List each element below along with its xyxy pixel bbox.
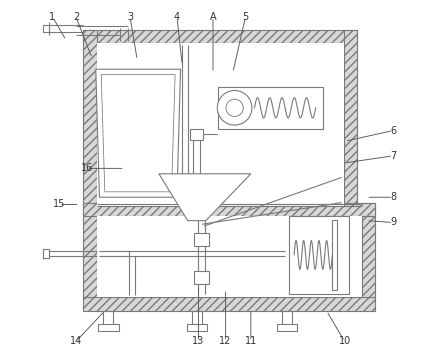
Text: 10: 10 <box>338 336 351 346</box>
Polygon shape <box>83 203 375 216</box>
Circle shape <box>217 90 252 125</box>
Text: 5: 5 <box>242 12 249 22</box>
Polygon shape <box>194 233 209 245</box>
Polygon shape <box>333 220 337 290</box>
Text: 4: 4 <box>174 12 180 22</box>
Text: A: A <box>210 12 216 22</box>
Text: 13: 13 <box>192 336 205 346</box>
Text: 3: 3 <box>127 12 133 22</box>
Text: 8: 8 <box>390 192 396 202</box>
Polygon shape <box>98 324 119 331</box>
Polygon shape <box>83 203 97 297</box>
Polygon shape <box>190 129 203 139</box>
Polygon shape <box>344 30 357 206</box>
Text: 14: 14 <box>70 336 82 346</box>
Polygon shape <box>361 203 375 297</box>
Polygon shape <box>43 249 49 258</box>
Polygon shape <box>43 25 49 33</box>
Polygon shape <box>277 324 297 331</box>
Text: 2: 2 <box>73 12 79 22</box>
Polygon shape <box>194 271 209 284</box>
Polygon shape <box>83 30 357 43</box>
Circle shape <box>226 99 243 117</box>
Polygon shape <box>218 87 323 129</box>
Text: 6: 6 <box>390 126 396 135</box>
Text: 7: 7 <box>390 151 396 161</box>
Text: 11: 11 <box>245 336 257 346</box>
Polygon shape <box>289 216 349 294</box>
Polygon shape <box>97 43 344 206</box>
Polygon shape <box>97 216 361 297</box>
Polygon shape <box>101 75 175 192</box>
Polygon shape <box>96 69 181 197</box>
Text: 16: 16 <box>81 163 93 173</box>
Text: 15: 15 <box>53 199 65 210</box>
Text: 1: 1 <box>49 12 56 22</box>
Polygon shape <box>83 30 97 206</box>
Polygon shape <box>159 174 251 221</box>
Polygon shape <box>186 324 207 331</box>
Text: 9: 9 <box>390 218 396 227</box>
Polygon shape <box>83 297 375 311</box>
Text: 12: 12 <box>219 336 232 346</box>
